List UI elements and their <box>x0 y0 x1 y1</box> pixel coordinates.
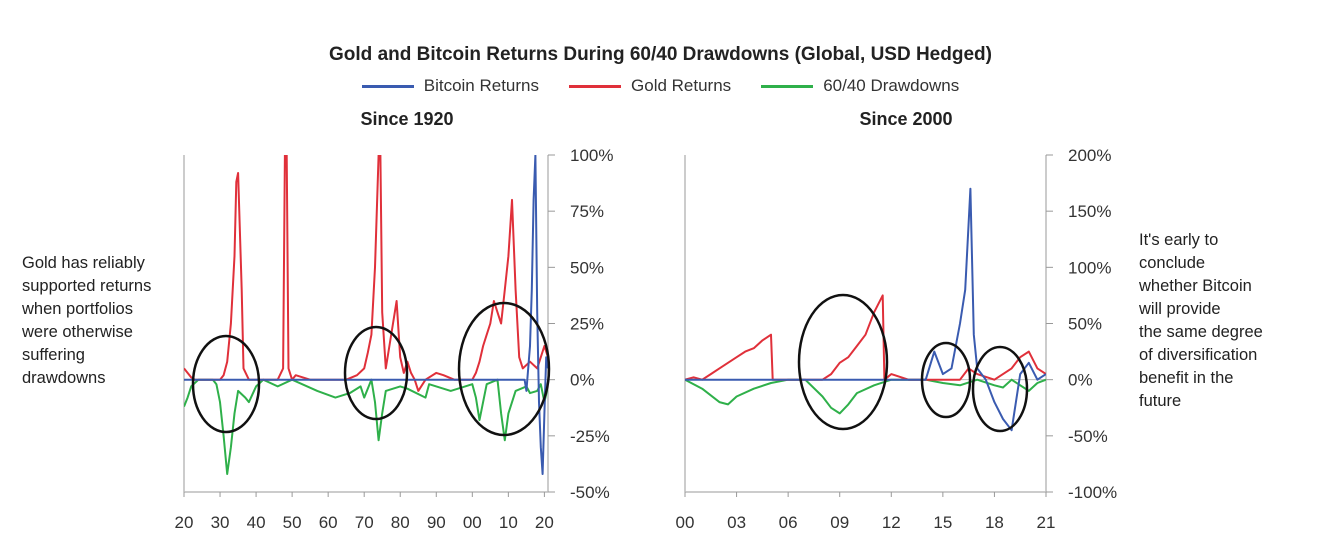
chart-title: Gold and Bitcoin Returns During 60/40 Dr… <box>329 44 992 65</box>
legend-swatch-bitcoin <box>361 84 414 88</box>
series-line-bitcoin-returns-since-2000 <box>685 187 1046 432</box>
annotation-right: It's early to conclude whether Bitcoin w… <box>1139 229 1263 413</box>
annotation-left-line: were otherwise <box>22 323 133 341</box>
highlight-circle-since-2000 <box>797 293 889 431</box>
x-tick-label-since-1920: 00 <box>463 513 482 532</box>
annotation-left: Gold has reliably supported returns when… <box>22 252 151 390</box>
legend-swatch-gold <box>569 84 622 88</box>
legend-label-drawdowns: 60/40 Drawdowns <box>823 76 960 95</box>
legend-item-bitcoin: Bitcoin Returns <box>361 76 540 96</box>
x-tick-label-since-2000: 15 <box>933 513 952 532</box>
x-tick-label-since-2000: 06 <box>779 513 798 532</box>
x-tick-label-since-2000: 00 <box>676 513 695 532</box>
x-tick-label-since-1920: 90 <box>427 513 446 532</box>
x-tick-label-since-2000: 21 <box>1037 513 1056 532</box>
highlight-circle-since-2000 <box>971 345 1029 433</box>
x-tick-label-since-1920: 80 <box>391 513 410 532</box>
annotation-right-line: conclude <box>1139 254 1206 272</box>
panel-title-since-1920: Since 1920 <box>360 109 454 129</box>
annotation-left-line: suffering <box>22 346 85 364</box>
x-tick-label-since-2000: 03 <box>727 513 746 532</box>
x-tick-label-since-1920: 70 <box>355 513 374 532</box>
annotation-right-line: the same degree <box>1139 323 1263 341</box>
y-tick-label-since-2000: 200% <box>1068 146 1111 165</box>
annotation-right-line: It's early to <box>1139 231 1219 249</box>
x-tick-label-since-2000: 18 <box>985 513 1004 532</box>
x-tick-label-since-1920: 20 <box>535 513 554 532</box>
highlight-circle-since-1920 <box>457 301 551 437</box>
annotation-right-line: will provide <box>1139 300 1221 318</box>
y-tick-label-since-1920: 50% <box>570 258 604 277</box>
legend: Bitcoin Returns Gold Returns 60/40 Drawd… <box>0 76 1321 96</box>
y-tick-label-since-1920: 100% <box>570 146 613 165</box>
legend-item-drawdowns: 60/40 Drawdowns <box>761 76 959 96</box>
y-tick-label-since-2000: -100% <box>1068 483 1117 502</box>
y-tick-label-since-1920: 75% <box>570 202 604 221</box>
x-tick-label-since-1920: 30 <box>211 513 230 532</box>
y-tick-label-since-2000: 100% <box>1068 258 1111 277</box>
annotation-right-line: future <box>1139 392 1182 410</box>
annotation-left-line: Gold has reliably <box>22 254 145 272</box>
legend-label-gold: Gold Returns <box>631 76 732 95</box>
highlight-circle-since-1920 <box>191 334 261 434</box>
legend-item-gold: Gold Returns <box>569 76 731 96</box>
x-tick-label-since-1920: 10 <box>499 513 518 532</box>
annotation-right-line: benefit in the <box>1139 369 1234 387</box>
series-line-gold-returns-since-2000 <box>685 294 1046 381</box>
series-line-60-40-drawdowns-since-2000 <box>685 378 1046 415</box>
annotation-left-line: drawdowns <box>22 369 106 387</box>
x-tick-label-since-1920: 60 <box>319 513 338 532</box>
annotation-left-line: supported returns <box>22 277 152 295</box>
annotation-right-line: of diversification <box>1139 346 1258 364</box>
y-tick-label-since-1920: -25% <box>570 427 610 446</box>
series-line-60-40-drawdowns-since-1920 <box>184 378 548 475</box>
y-tick-label-since-1920: 25% <box>570 315 604 334</box>
y-tick-label-since-2000: -50% <box>1068 427 1108 446</box>
y-tick-label-since-2000: 50% <box>1068 315 1102 334</box>
y-tick-label-since-1920: -50% <box>570 483 610 502</box>
legend-swatch-drawdowns <box>761 84 814 88</box>
annotation-right-line: whether Bitcoin <box>1139 277 1252 295</box>
legend-label-bitcoin: Bitcoin Returns <box>423 76 540 95</box>
y-tick-label-since-2000: 150% <box>1068 202 1111 221</box>
highlight-circle-since-1920 <box>343 325 409 421</box>
x-tick-label-since-1920: 20 <box>175 513 194 532</box>
x-tick-label-since-2000: 09 <box>830 513 849 532</box>
x-tick-label-since-1920: 50 <box>283 513 302 532</box>
y-tick-label-since-2000: 0% <box>1068 371 1093 390</box>
x-tick-label-since-2000: 12 <box>882 513 901 532</box>
annotation-left-line: when portfolios <box>22 300 133 318</box>
series-line-gold-returns-since-1920 <box>184 155 548 392</box>
series-line-bitcoin-returns-since-1920 <box>184 155 548 475</box>
y-tick-label-since-1920: 0% <box>570 371 595 390</box>
panel-title-since-2000: Since 2000 <box>859 109 953 129</box>
highlight-circle-since-2000 <box>920 341 972 419</box>
x-tick-label-since-1920: 40 <box>247 513 266 532</box>
